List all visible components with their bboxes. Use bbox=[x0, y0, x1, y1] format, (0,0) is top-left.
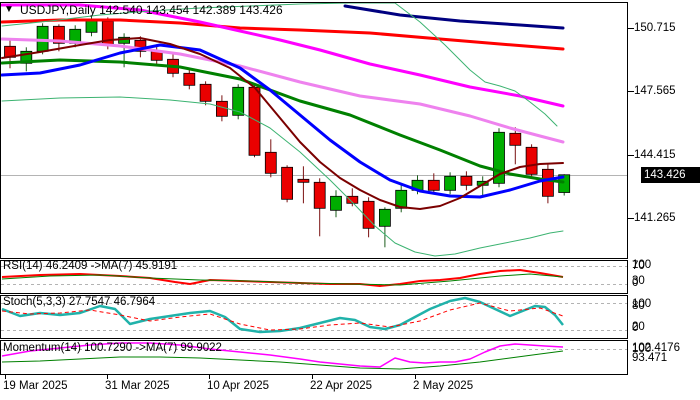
bull-candle bbox=[493, 131, 505, 184]
symbol-dropdown-icon[interactable]: ▼ bbox=[4, 4, 14, 15]
momentum-ma-line bbox=[1, 350, 564, 370]
bear-candle bbox=[134, 39, 147, 52]
ma-maroon bbox=[1, 37, 564, 210]
momentum-indicator-label: Momentum(14) 100.7290 ->MA(7) 99.9022 bbox=[3, 342, 222, 354]
bull-candle bbox=[395, 189, 408, 209]
momentum-axis-label: 100 bbox=[632, 343, 652, 355]
band-lower bbox=[1, 96, 564, 257]
bear-candle bbox=[427, 179, 440, 191]
rsi-axis-label: 30 bbox=[632, 275, 645, 287]
bear-candle bbox=[199, 83, 212, 102]
bull-candle bbox=[378, 208, 391, 227]
bear-candle bbox=[362, 200, 375, 229]
stoch-main-line bbox=[1, 296, 564, 334]
momentum-axis-label: 102.4176 bbox=[632, 342, 680, 354]
bear-candle bbox=[509, 132, 522, 146]
bear-candle bbox=[264, 151, 277, 174]
ma-blue bbox=[1, 43, 565, 199]
bear-candle bbox=[460, 175, 473, 186]
date-axis-label: 31 Mar 2025 bbox=[105, 380, 170, 392]
date-axis-label: 10 Apr 2025 bbox=[207, 380, 270, 392]
bull-candle bbox=[20, 50, 33, 64]
momentum-line bbox=[1, 342, 564, 368]
stoch-axis-label: 0 bbox=[632, 322, 639, 334]
bull-candle bbox=[330, 195, 342, 211]
price-axis-label: 141.265 bbox=[634, 212, 676, 224]
stoch-panel-border bbox=[0, 295, 628, 339]
ma-navy bbox=[343, 4, 565, 30]
stochastic-indicator-label: Stoch(5,3,3) 27.7547 46.7964 bbox=[3, 296, 156, 308]
price-axis-label: 150.715 bbox=[634, 22, 676, 34]
band-upper bbox=[1, 3, 558, 127]
rsi-panel bbox=[1, 269, 564, 287]
rsi-ma-line bbox=[1, 273, 564, 286]
date-axis-label: 22 Apr 2025 bbox=[310, 380, 373, 392]
ma-plum bbox=[1, 37, 565, 144]
ma-red bbox=[1, 18, 565, 51]
stoch-panel bbox=[1, 296, 564, 334]
stoch-axis-label: 20 bbox=[632, 321, 645, 333]
price-axis-label: 147.565 bbox=[634, 85, 676, 97]
rsi-axis-label: 100 bbox=[632, 259, 652, 271]
bull-candle bbox=[444, 175, 457, 191]
rsi-axis-label: 70 bbox=[632, 260, 645, 272]
bull-candle bbox=[558, 174, 571, 193]
bear-candle bbox=[281, 166, 294, 200]
momentum-panel-border bbox=[0, 340, 628, 375]
momentum-axis-label: 93.471 bbox=[632, 352, 668, 364]
bear-candle bbox=[215, 100, 228, 117]
date-axis-label: 19 Mar 2025 bbox=[3, 380, 68, 392]
bear-candle bbox=[346, 195, 359, 204]
stoch-signal-line bbox=[1, 302, 564, 331]
stoch-axis-label: 100 bbox=[632, 298, 652, 310]
date-axis-label: 2 May 2025 bbox=[413, 380, 474, 392]
ma-magenta bbox=[1, 3, 565, 108]
current-price-badge: 143.426 bbox=[641, 167, 700, 183]
price-axis-label: 144.415 bbox=[634, 149, 676, 161]
rsi-axis-label: 0 bbox=[632, 277, 639, 289]
bear-candle bbox=[297, 178, 310, 183]
bear-candle bbox=[183, 72, 196, 86]
bear-candle bbox=[525, 146, 538, 175]
bull-candle bbox=[232, 86, 245, 116]
ma-darkgreen bbox=[1, 58, 565, 184]
bear-candle bbox=[313, 181, 326, 209]
momentum-panel bbox=[1, 342, 564, 370]
rsi-panel-border bbox=[0, 260, 628, 294]
bear-candle bbox=[542, 168, 554, 197]
bear-candle bbox=[53, 25, 65, 44]
rsi-indicator-label: RSI(14) 46.2409 ->MA(7) 45.9191 bbox=[3, 260, 178, 272]
main-price-panel bbox=[1, 3, 627, 257]
chart-title-ohlc: USDJPY,Daily 142.540 143.454 142.389 143… bbox=[20, 3, 283, 17]
stoch-axis-label: 80 bbox=[632, 300, 645, 312]
main-panel-border bbox=[0, 2, 628, 259]
